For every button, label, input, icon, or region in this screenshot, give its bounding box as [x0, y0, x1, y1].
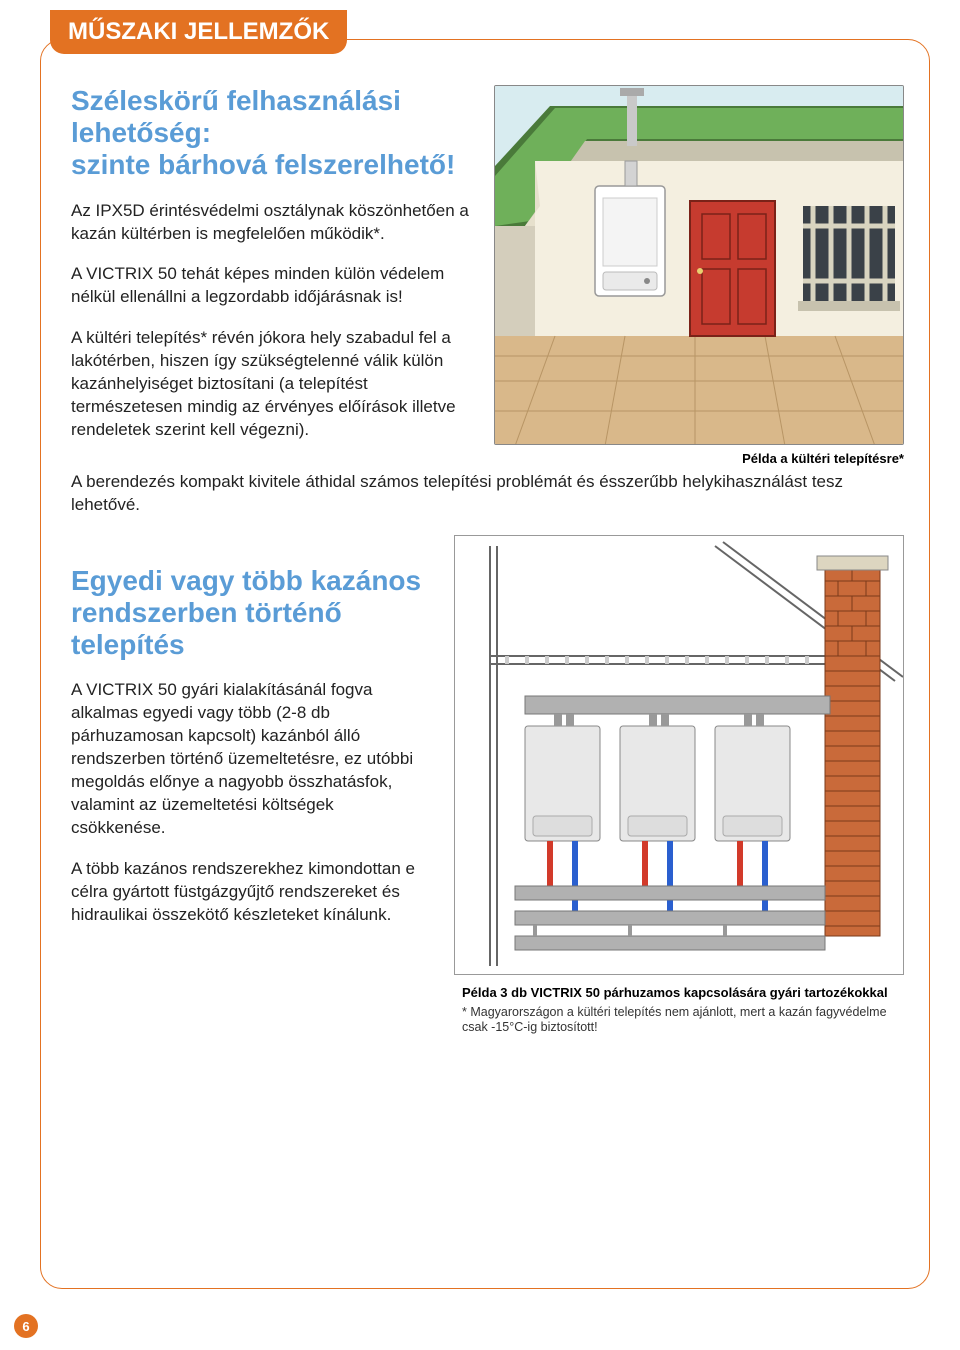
boiler-1 — [525, 714, 600, 841]
section1-p3: A kültéri telepítés* révén jókora hely s… — [71, 327, 469, 442]
image2-caption: Példa 3 db VICTRIX 50 párhuzamos kapcsol… — [462, 985, 896, 1002]
section1-subhead: Széleskörű felhasználási lehetőség: szin… — [71, 85, 469, 182]
section1-p1: Az IPX5D érintésvédelmi osztálynak köszö… — [71, 200, 469, 246]
page-number-badge: 6 — [14, 1314, 38, 1338]
section2-p2: A több kazános rendszerekhez kimondottan… — [71, 858, 429, 927]
section2-subhead: Egyedi vagy több kazános rendszerben tör… — [71, 565, 429, 662]
boiler-2 — [620, 714, 695, 841]
section1-p4: A berendezés kompakt kivitele áthidal sz… — [71, 471, 904, 517]
section2-p1: A VICTRIX 50 gyári kialakításánál fogva … — [71, 679, 429, 840]
illustration-parallel-boilers — [454, 535, 904, 975]
boiler-3 — [715, 714, 790, 841]
illustration-house-exterior — [494, 85, 904, 445]
content-frame: Széleskörű felhasználási lehetőség: szin… — [40, 39, 930, 1289]
section1-p2: A VICTRIX 50 tehát képes minden külön vé… — [71, 263, 469, 309]
image2-footnote: * Magyarországon a kültéri telepítés nem… — [462, 1005, 896, 1036]
image1-caption: Példa a kültéri telepítésre* — [494, 451, 904, 466]
page-header: MŰSZAKI JELLEMZŐK — [50, 10, 347, 54]
